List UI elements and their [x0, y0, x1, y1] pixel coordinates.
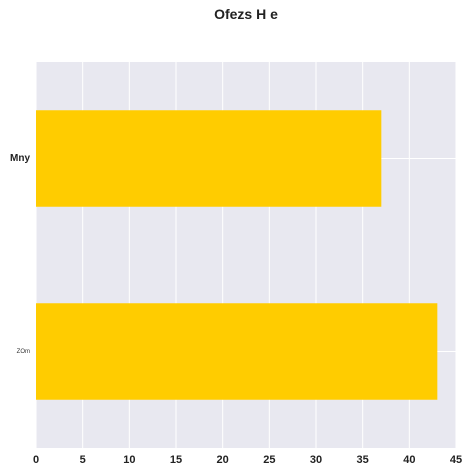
chart-title: Ofezs H e	[214, 6, 278, 22]
y-category-label: Mny	[10, 153, 30, 164]
x-tick-label: 20	[217, 454, 229, 466]
x-tick-label: 10	[123, 454, 135, 466]
bar	[36, 303, 438, 400]
y-axis-categories: Mny ZOm	[10, 153, 30, 355]
x-axis-ticks: 0 5 10 15 20 25 30 35 40 45	[33, 454, 462, 466]
bar	[36, 110, 382, 207]
x-tick-label: 15	[170, 454, 182, 466]
x-tick-label: 0	[33, 454, 39, 466]
bars	[36, 110, 438, 400]
x-tick-label: 40	[403, 454, 415, 466]
x-tick-label: 35	[357, 454, 369, 466]
x-tick-label: 5	[80, 454, 86, 466]
x-tick-label: 45	[450, 454, 462, 466]
x-tick-label: 25	[263, 454, 275, 466]
y-category-label: ZOm	[17, 349, 30, 355]
x-tick-label: 30	[310, 454, 322, 466]
